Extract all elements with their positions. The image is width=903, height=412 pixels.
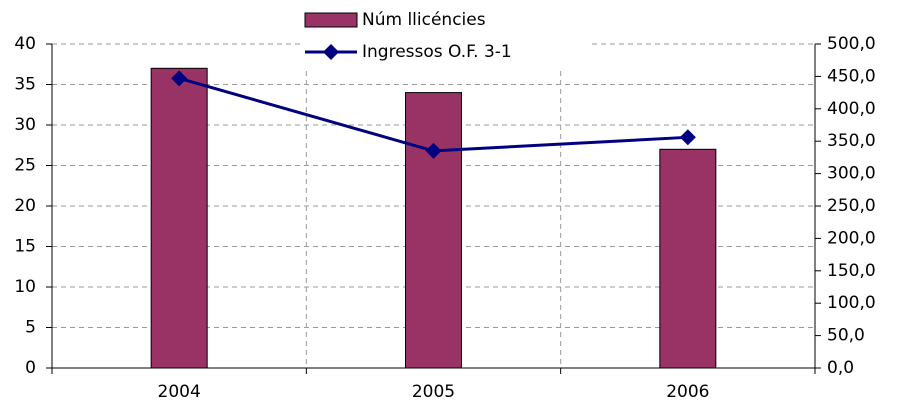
y2-tick-label: 250,0: [827, 196, 876, 216]
x-tick-label: 2005: [412, 382, 455, 402]
legend-swatch: [304, 12, 358, 28]
marker: [425, 142, 442, 159]
marker: [679, 129, 696, 146]
y2-tick-label: 350,0: [827, 131, 876, 151]
y2-tick-label: 150,0: [827, 261, 876, 281]
y-tick-label: 20: [14, 196, 36, 216]
y-tick-label: 35: [14, 75, 36, 95]
y-tick-label: 30: [14, 115, 36, 135]
legend-label: Ingressos O.F. 3-1: [362, 42, 512, 62]
y2-tick-label: 200,0: [827, 228, 876, 248]
x-tick-label: 2004: [158, 382, 201, 402]
y2-tick-label: 100,0: [827, 293, 876, 313]
y2-tick-label: 400,0: [827, 99, 876, 119]
legend-label: Núm llicéncies: [362, 10, 486, 30]
x-tick-label: 2006: [666, 382, 709, 402]
y-tick-label: 5: [25, 318, 36, 338]
y2-tick-label: 300,0: [827, 164, 876, 184]
y-tick-label: 0: [25, 358, 36, 378]
y2-tick-label: 0,0: [827, 358, 854, 378]
marker: [171, 70, 188, 87]
y-tick-label: 25: [14, 156, 36, 176]
y2-tick-label: 500,0: [827, 34, 876, 54]
bar: [150, 67, 208, 369]
y-tick-label: 40: [14, 34, 36, 54]
bar: [659, 148, 717, 369]
bar: [405, 92, 462, 369]
y2-tick-label: 50,0: [827, 326, 865, 346]
y2-tick-label: 450,0: [827, 66, 876, 86]
y-tick-label: 15: [14, 237, 36, 257]
legend-marker: [323, 44, 339, 60]
y-tick-label: 10: [14, 277, 36, 297]
